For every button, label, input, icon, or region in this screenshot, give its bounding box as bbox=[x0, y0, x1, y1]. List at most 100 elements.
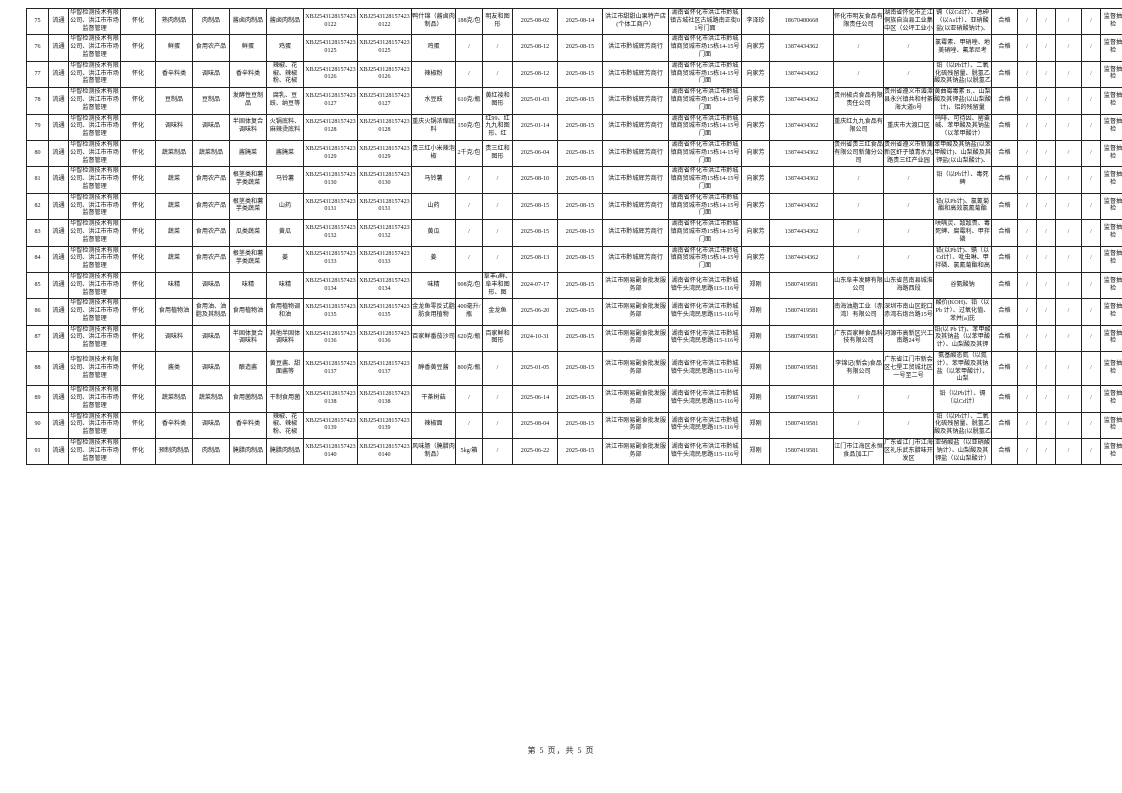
cell-brand: 黄红祾和图形 bbox=[482, 87, 513, 115]
cell-test-items: 酸价(KOH)、铅（以 Pb 计）、过氧化值、苯并[a]芘 bbox=[933, 298, 992, 326]
cell-manufacturer-address: 湖南省怀化市芷江侗族自治县工业集中区（公坪工业小 bbox=[883, 7, 934, 36]
cell-conclusion: 合格 bbox=[991, 60, 1018, 89]
cell-category-major: 食用农产品 bbox=[192, 245, 230, 273]
cell-production-date: 2024-07-17 bbox=[512, 271, 558, 300]
cell-sampling-unit: 华智检测技术有限公司、洪江市市场监督管理 bbox=[68, 219, 121, 247]
cell-spec: / bbox=[455, 192, 483, 221]
cell-report-no: XBJ25431281574230140 bbox=[357, 438, 412, 466]
cell-fail-items: / bbox=[1017, 245, 1037, 273]
cell-legal-person: 向家芳 bbox=[741, 34, 770, 62]
cell-link: 流通 bbox=[48, 192, 69, 221]
cell-task-type: 监督抽检 bbox=[1100, 139, 1122, 168]
cell-task-type: 监督抽检 bbox=[1100, 385, 1122, 413]
cell-sample-name: 重庆火锅浓缩底料 bbox=[411, 113, 456, 141]
cell-sample-no: XBJ25431281574230136 bbox=[303, 324, 358, 353]
table-row: 81 流通 华智检测技术有限公司、洪江市市场监督管理 怀化 蔬菜 食用农产品 根茎类和薯芋类… bbox=[26, 166, 1122, 194]
cell-report-no: XBJ25431281574230136 bbox=[357, 324, 412, 353]
cell-test-end-date: 2025-08-15 bbox=[557, 87, 603, 115]
cell-remark-2: / bbox=[1055, 385, 1082, 413]
cell-sampling-unit: 华智检测技术有限公司、洪江市市场监督管理 bbox=[68, 34, 121, 62]
cell-test-end-date: 2025-08-15 bbox=[557, 219, 603, 247]
cell-brand: 红99、红九九和图形、红 bbox=[482, 113, 513, 141]
cell-manufacturer-name: / bbox=[833, 60, 884, 89]
cell-remark-3: / bbox=[1081, 87, 1101, 115]
cell-conclusion: 合格 bbox=[991, 34, 1018, 62]
cell-category-detail: 蔬菜制品 bbox=[155, 385, 193, 413]
cell-task-type: 监督抽检 bbox=[1100, 113, 1122, 141]
cell-sampled-unit: 洪江市黔城辉芳商行 bbox=[602, 219, 669, 247]
cell-spec: / bbox=[455, 245, 483, 273]
cell-variety: 黄豆酱、甜面酱等 bbox=[266, 351, 304, 387]
row-index: 79 bbox=[26, 113, 49, 141]
cell-manufacturer-address: / bbox=[883, 245, 934, 273]
cell-phone: 15807419581 bbox=[769, 351, 834, 387]
cell-remark-3: / bbox=[1081, 271, 1101, 300]
cell-phone: 15807419581 bbox=[769, 411, 834, 440]
cell-category-detail: 酱类 bbox=[155, 351, 193, 387]
cell-sample-name: 黄瓜 bbox=[411, 219, 456, 247]
cell-brand: / bbox=[482, 245, 513, 273]
cell-brand: / bbox=[482, 385, 513, 413]
cell-link: 流通 bbox=[48, 385, 69, 413]
cell-spec: 400毫升/瓶 bbox=[455, 298, 483, 326]
cell-report-no: XBJ25431281574230131 bbox=[357, 192, 412, 221]
cell-sample-name: 姜 bbox=[411, 245, 456, 273]
table-row: 75 流通 华智检测技术有限公司、洪江市市场监督管理 怀化 熟肉制品 肉制品 酱卤肉制品 酱卤… bbox=[26, 7, 1122, 36]
row-index: 90 bbox=[26, 411, 49, 440]
cell-phone: 15807419581 bbox=[769, 271, 834, 300]
cell-spec: / bbox=[455, 34, 483, 62]
cell-test-items: 吗啡、可待因、罂粟碱、苯甲酸及其钠盐（以苯甲酸计） bbox=[933, 113, 992, 141]
cell-remark-1: / bbox=[1036, 271, 1056, 300]
cell-sample-no: XBJ25431281574230126 bbox=[303, 60, 358, 89]
cell-test-end-date: 2025-08-15 bbox=[557, 166, 603, 194]
cell-sampled-unit: 洪江市黔城辉芳商行 bbox=[602, 139, 669, 168]
table-row: 86 流通 华智检测技术有限公司、洪江市市场监督管理 怀化 食用植物油 食用油、油脂及其制… bbox=[26, 298, 1122, 326]
cell-production-date: 2025-08-12 bbox=[512, 60, 558, 89]
cell-sample-no: XBJ25431281574230133 bbox=[303, 245, 358, 273]
cell-category-sub: 味精 bbox=[229, 271, 267, 300]
cell-category-sub: 食用菌制品 bbox=[229, 385, 267, 413]
cell-region: 怀化 bbox=[120, 385, 156, 413]
cell-legal-person: 向家芳 bbox=[741, 113, 770, 141]
cell-region: 怀化 bbox=[120, 7, 156, 36]
cell-sampled-address: 湖南省怀化市洪江市黔城镇商贸城市场15栋14-15号门面 bbox=[668, 166, 742, 194]
table-row: 80 流通 华智检测技术有限公司、洪江市市场监督管理 怀化 蔬菜制品 蔬菜制品 酱腌菜 酱腌菜… bbox=[26, 139, 1122, 168]
cell-conclusion: 合格 bbox=[991, 438, 1018, 466]
cell-manufacturer-name: 李锦记(新会)食品有限公司 bbox=[833, 351, 884, 387]
cell-fail-items: / bbox=[1017, 298, 1037, 326]
cell-sampled-address: 湖南省怀化市洪江市黔城镇商贸城市场15栋14-15号门面 bbox=[668, 34, 742, 62]
cell-sampled-address: 湖南省怀化市洪江市黔城镇牛头湾民思路115-116号 bbox=[668, 385, 742, 413]
cell-sampling-unit: 华智检测技术有限公司、洪江市市场监督管理 bbox=[68, 245, 121, 273]
cell-variety: 腌腊肉制品 bbox=[266, 438, 304, 466]
cell-manufacturer-address: 贵州省遵义市新蒲新区虾子镇青水九路贵三红产业园 bbox=[883, 139, 934, 168]
cell-conclusion: 合格 bbox=[991, 324, 1018, 353]
cell-spec: 800克/瓶 bbox=[455, 351, 483, 387]
cell-spec: 908克/包 bbox=[455, 271, 483, 300]
cell-fail-items: / bbox=[1017, 324, 1037, 353]
cell-remark-1: / bbox=[1036, 438, 1056, 466]
cell-remark-3: / bbox=[1081, 438, 1101, 466]
page-footer: 第 5 页，共 5 页 bbox=[527, 746, 595, 755]
cell-fail-items: / bbox=[1017, 385, 1037, 413]
cell-sampled-address: 湖南省怀化市洪江市黔城镇牛头湾民思路115-116号 bbox=[668, 438, 742, 466]
cell-manufacturer-address: / bbox=[883, 192, 934, 221]
cell-test-end-date: 2025-08-15 bbox=[557, 60, 603, 89]
cell-task-type: 监督抽检 bbox=[1100, 438, 1122, 466]
cell-remark-2: / bbox=[1055, 438, 1082, 466]
cell-category-sub: 半固体复合调味料 bbox=[229, 113, 267, 141]
cell-legal-person: 向家芳 bbox=[741, 192, 770, 221]
cell-sample-no: XBJ25431281574230125 bbox=[303, 34, 358, 62]
cell-manufacturer-address: 重庆市大渡口区 bbox=[883, 113, 934, 141]
cell-variety: 食用植物调和油 bbox=[266, 298, 304, 326]
cell-variety: 其他半固体调味料 bbox=[266, 324, 304, 353]
cell-category-detail: 食用植物油 bbox=[155, 298, 193, 326]
cell-conclusion: 合格 bbox=[991, 113, 1018, 141]
cell-link: 流通 bbox=[48, 245, 69, 273]
cell-conclusion: 合格 bbox=[991, 245, 1018, 273]
cell-brand: / bbox=[482, 219, 513, 247]
cell-production-date: 2025-08-04 bbox=[512, 411, 558, 440]
cell-production-date: 2025-01-03 bbox=[512, 87, 558, 115]
row-index: 89 bbox=[26, 385, 49, 413]
cell-production-date: 2025-06-14 bbox=[512, 385, 558, 413]
